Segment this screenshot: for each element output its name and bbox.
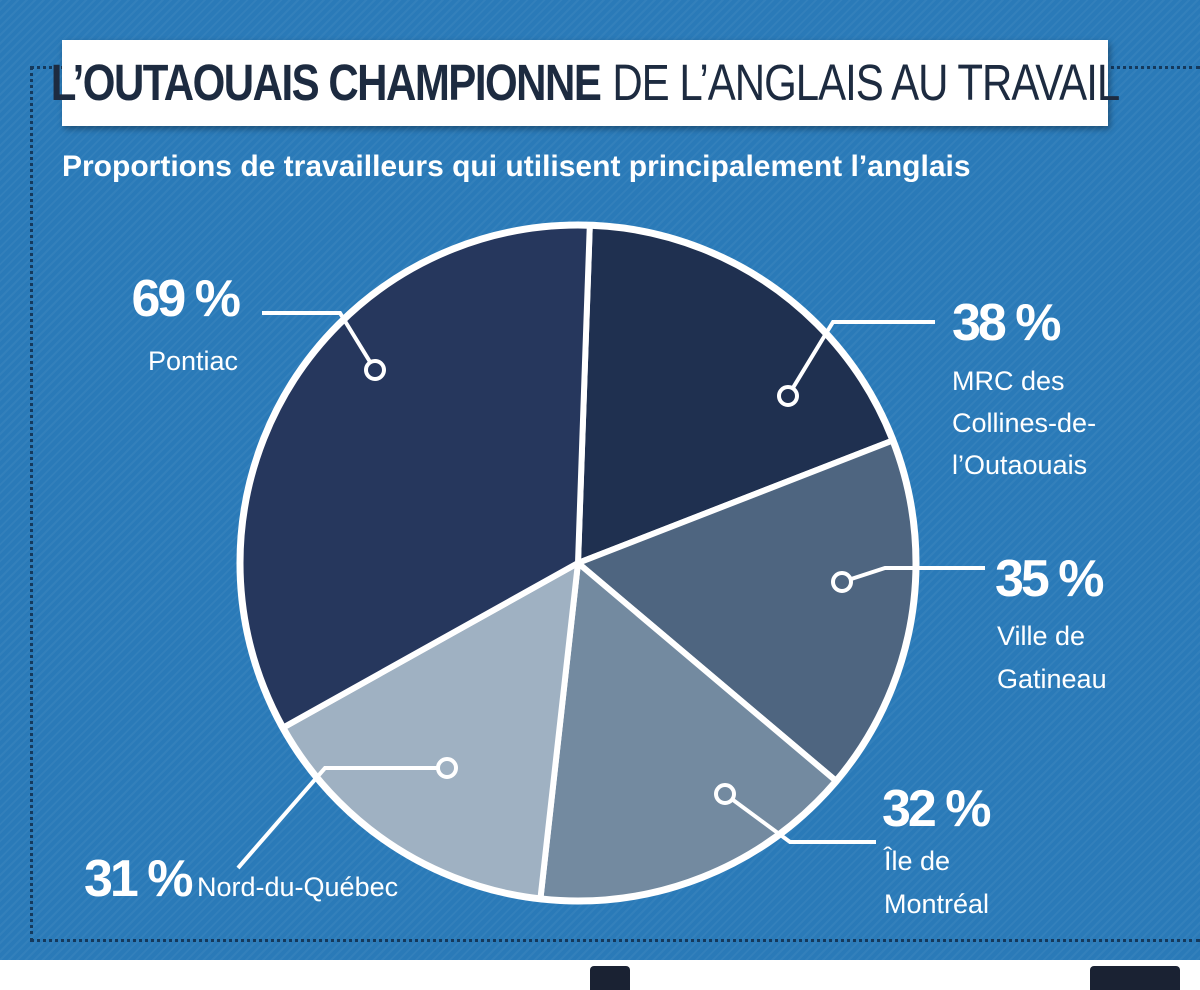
callout-line-2 [841, 566, 985, 584]
next-headline-fragment [590, 966, 630, 990]
slice-category-label: Montréal [884, 889, 989, 919]
callout-line-1 [786, 320, 935, 398]
callout-dot-3 [714, 783, 736, 805]
callout-dot-2 [831, 571, 853, 593]
slice-category-label: MRC des [952, 366, 1065, 396]
callout-line-4 [236, 766, 447, 870]
slice-category-label: Gatineau [997, 664, 1107, 694]
slice-category-label: Nord-du-Québec [197, 872, 398, 902]
slice-percent-label: 38 % [952, 294, 1060, 352]
slice-category-label: Île de [883, 845, 950, 876]
slice-percent-label: 32 % [882, 780, 990, 838]
slice-percent-label: 35 % [995, 550, 1103, 608]
slice-percent-label: 69 % [131, 270, 239, 328]
callout-dot-4 [436, 757, 458, 779]
chart-subtitle: Proportions de travailleurs qui utilisen… [62, 150, 971, 183]
title-regular-text: DE L’ANGLAIS AU TRAVAIL [612, 53, 1120, 112]
callout-dot-5 [364, 359, 386, 381]
slice-category-label: l’Outaouais [952, 450, 1087, 480]
slice-category-label: Pontiac [148, 346, 238, 376]
callout-dot-1 [777, 385, 799, 407]
callout-line-5 [262, 311, 377, 372]
slice-percent-label: 31 % [84, 850, 192, 908]
bottom-strip [0, 960, 1200, 990]
callout-line-3 [723, 792, 876, 844]
next-headline-fragment [1090, 966, 1180, 990]
slice-category-label: Ville de [997, 621, 1085, 651]
title-banner: L’OUTAOUAIS CHAMPIONNE DE L’ANGLAIS AU T… [51, 40, 1120, 126]
pie-outline [236, 221, 920, 905]
slice-category-label: Collines-de- [952, 408, 1096, 438]
title-bold-text: L’OUTAOUAIS CHAMPIONNE [50, 53, 602, 112]
